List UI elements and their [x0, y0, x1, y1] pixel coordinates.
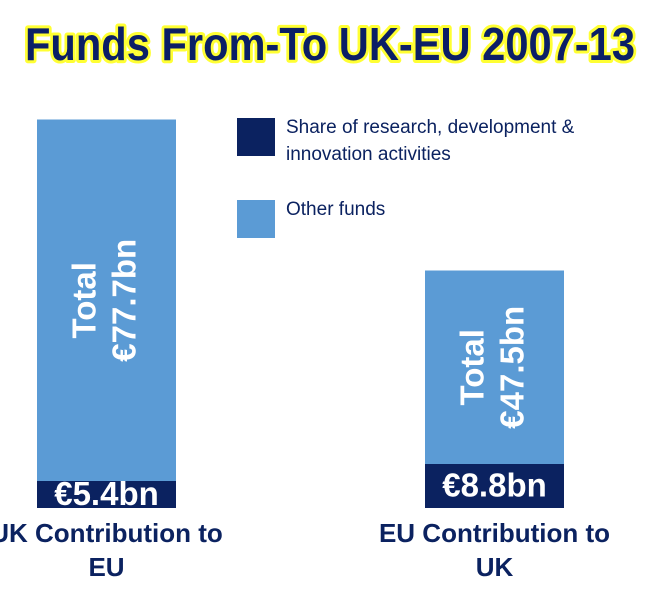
bar-segment	[37, 119, 176, 481]
bar-segment	[425, 464, 564, 508]
legend-swatch	[237, 118, 275, 156]
legend-label: Other funds	[286, 199, 386, 220]
x-tick-label: UK Contribution to EU	[0, 518, 223, 582]
x-tick-label: EU Contribution to UK	[378, 518, 611, 582]
chart-title: Funds From-To UK-EU 2007-13	[25, 18, 635, 70]
total-label: Total€47.5bn	[453, 306, 530, 429]
legend-swatch	[237, 200, 275, 238]
total-label: Total€77.7bn	[65, 239, 142, 362]
bar-segment	[425, 270, 564, 464]
value-label: €8.8bn	[442, 467, 547, 504]
bar-segment	[37, 481, 176, 508]
legend-label: Share of research, development & innovat…	[286, 117, 575, 165]
value-label: €5.4bn	[54, 475, 159, 512]
